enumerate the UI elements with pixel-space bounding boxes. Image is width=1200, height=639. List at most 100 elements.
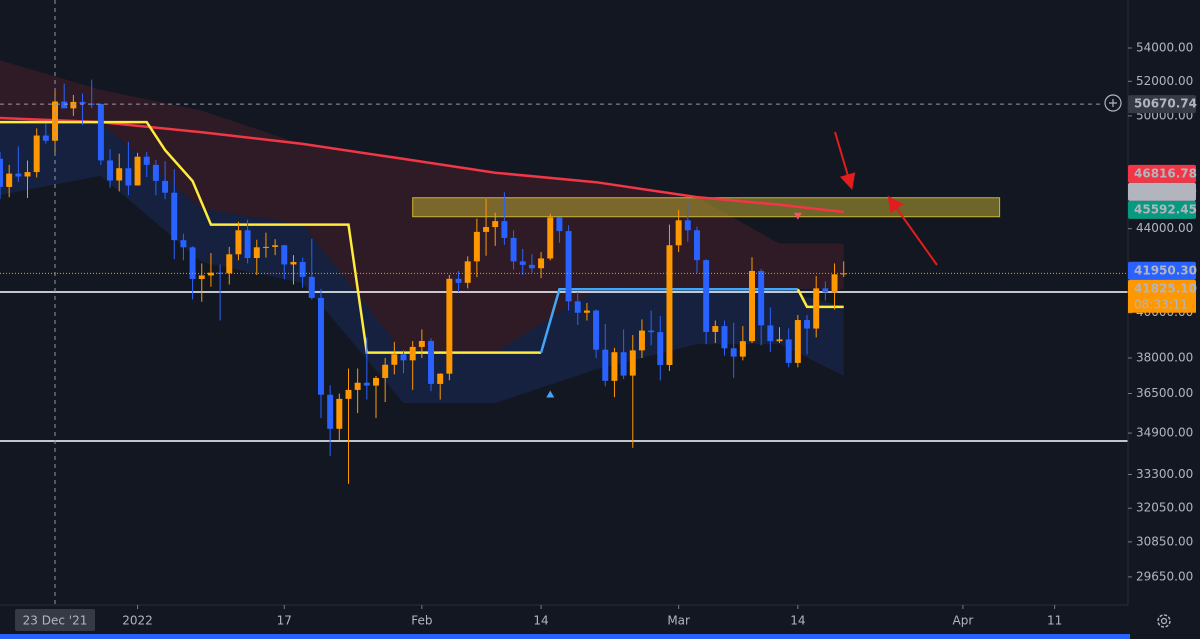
resistance-zone [412, 197, 1001, 218]
candle-body [776, 339, 783, 342]
candle-body [281, 245, 288, 265]
candle-body [226, 254, 233, 274]
candle-body [767, 325, 774, 342]
candle-body [822, 288, 829, 293]
y-tick-label: 54000.00 [1136, 41, 1193, 55]
price-label: 46816.78 [1134, 166, 1197, 180]
candle-body [739, 341, 746, 357]
y-tick-label: 32050.00 [1136, 501, 1193, 515]
candle-body [354, 382, 361, 390]
candle-body [272, 245, 279, 247]
candle-body [657, 332, 664, 365]
price-label-box [1128, 182, 1196, 201]
candle-body [804, 320, 811, 329]
y-tick-label: 36500.00 [1136, 386, 1193, 400]
gear-center [1160, 617, 1168, 625]
candle-body [61, 101, 68, 109]
candle-body [33, 135, 40, 173]
price-label-box [1128, 261, 1196, 280]
candle-body [437, 373, 444, 384]
y-tick-label: 30850.00 [1136, 534, 1193, 548]
candle-body [391, 354, 398, 365]
indicator-line [796, 288, 844, 309]
candle-body [345, 389, 352, 399]
candle-body [703, 260, 710, 332]
plus-icon [1109, 99, 1117, 107]
crosshair-date-box [15, 609, 96, 631]
indicator-line [539, 287, 798, 354]
candle-body [400, 354, 407, 361]
price-label-box [1128, 200, 1196, 219]
price-label: 41825.10 [1134, 281, 1197, 295]
candle-body [290, 261, 297, 265]
gear-icon [1157, 614, 1171, 628]
candle-body [24, 172, 31, 177]
candle-body [721, 326, 728, 349]
candle-body [831, 274, 838, 293]
candle-body [180, 240, 187, 248]
candle-body [666, 245, 673, 365]
candle-body [15, 173, 22, 177]
candle-body [684, 220, 691, 231]
annotation-arrow [834, 131, 856, 190]
time-axis [0, 605, 1200, 639]
candle-body [455, 278, 462, 283]
candle-body [675, 220, 682, 246]
candle-body [501, 221, 508, 238]
candle-body [794, 320, 801, 363]
candle-body [602, 349, 609, 381]
candle-body [363, 382, 370, 386]
candle-body [547, 217, 554, 259]
candle-body [483, 227, 490, 232]
x-tick-label: 17 [277, 614, 292, 628]
candle-body [244, 230, 251, 259]
y-tick-label: 52000.00 [1136, 74, 1193, 88]
annotation-arrow [887, 195, 938, 266]
candle-body [693, 230, 700, 261]
candle-body [583, 310, 590, 313]
price-label-box [1128, 164, 1196, 183]
x-tick-label: Apr [953, 614, 974, 628]
countdown-box [1128, 296, 1196, 313]
crosshair-date-label: 23 Dec '21 [23, 614, 88, 628]
candle-body [648, 330, 655, 333]
candle-body [373, 377, 379, 386]
candle-body [198, 275, 205, 279]
price-label-box [1128, 279, 1196, 298]
signal-marker [546, 390, 555, 398]
candle-body [758, 270, 765, 326]
candle-body [152, 164, 159, 181]
candle-body [6, 173, 13, 187]
candle-body [519, 261, 526, 265]
price-label: 41950.30 [1134, 263, 1197, 277]
candle-body [327, 394, 334, 429]
candle-body [107, 160, 114, 181]
y-tick-label: 29650.00 [1136, 569, 1193, 583]
x-tick-label: Mar [667, 614, 690, 628]
candle-body [428, 340, 435, 384]
candle-body [538, 258, 545, 269]
candle-body [446, 278, 453, 374]
y-tick-label: 34900.00 [1136, 426, 1193, 440]
plot-area [0, 0, 1128, 605]
candle-body [409, 346, 416, 361]
candle-body [217, 272, 224, 274]
candle-body [70, 101, 77, 109]
candle-body [116, 168, 123, 181]
candle-body [638, 330, 645, 351]
settings-button[interactable] [1157, 614, 1171, 628]
band-area [0, 122, 844, 404]
candle-body [473, 231, 480, 262]
candle-body [574, 301, 581, 313]
candle-body [464, 261, 471, 283]
candle-body [134, 156, 141, 186]
candle-body [207, 272, 214, 276]
candle-body [235, 230, 242, 255]
price-label-box [1128, 95, 1196, 114]
candle-body [749, 270, 755, 342]
candle-body [565, 231, 572, 302]
candle-body [162, 180, 169, 193]
price-label: 45592.45 [1134, 202, 1197, 216]
candle-body [317, 297, 324, 395]
